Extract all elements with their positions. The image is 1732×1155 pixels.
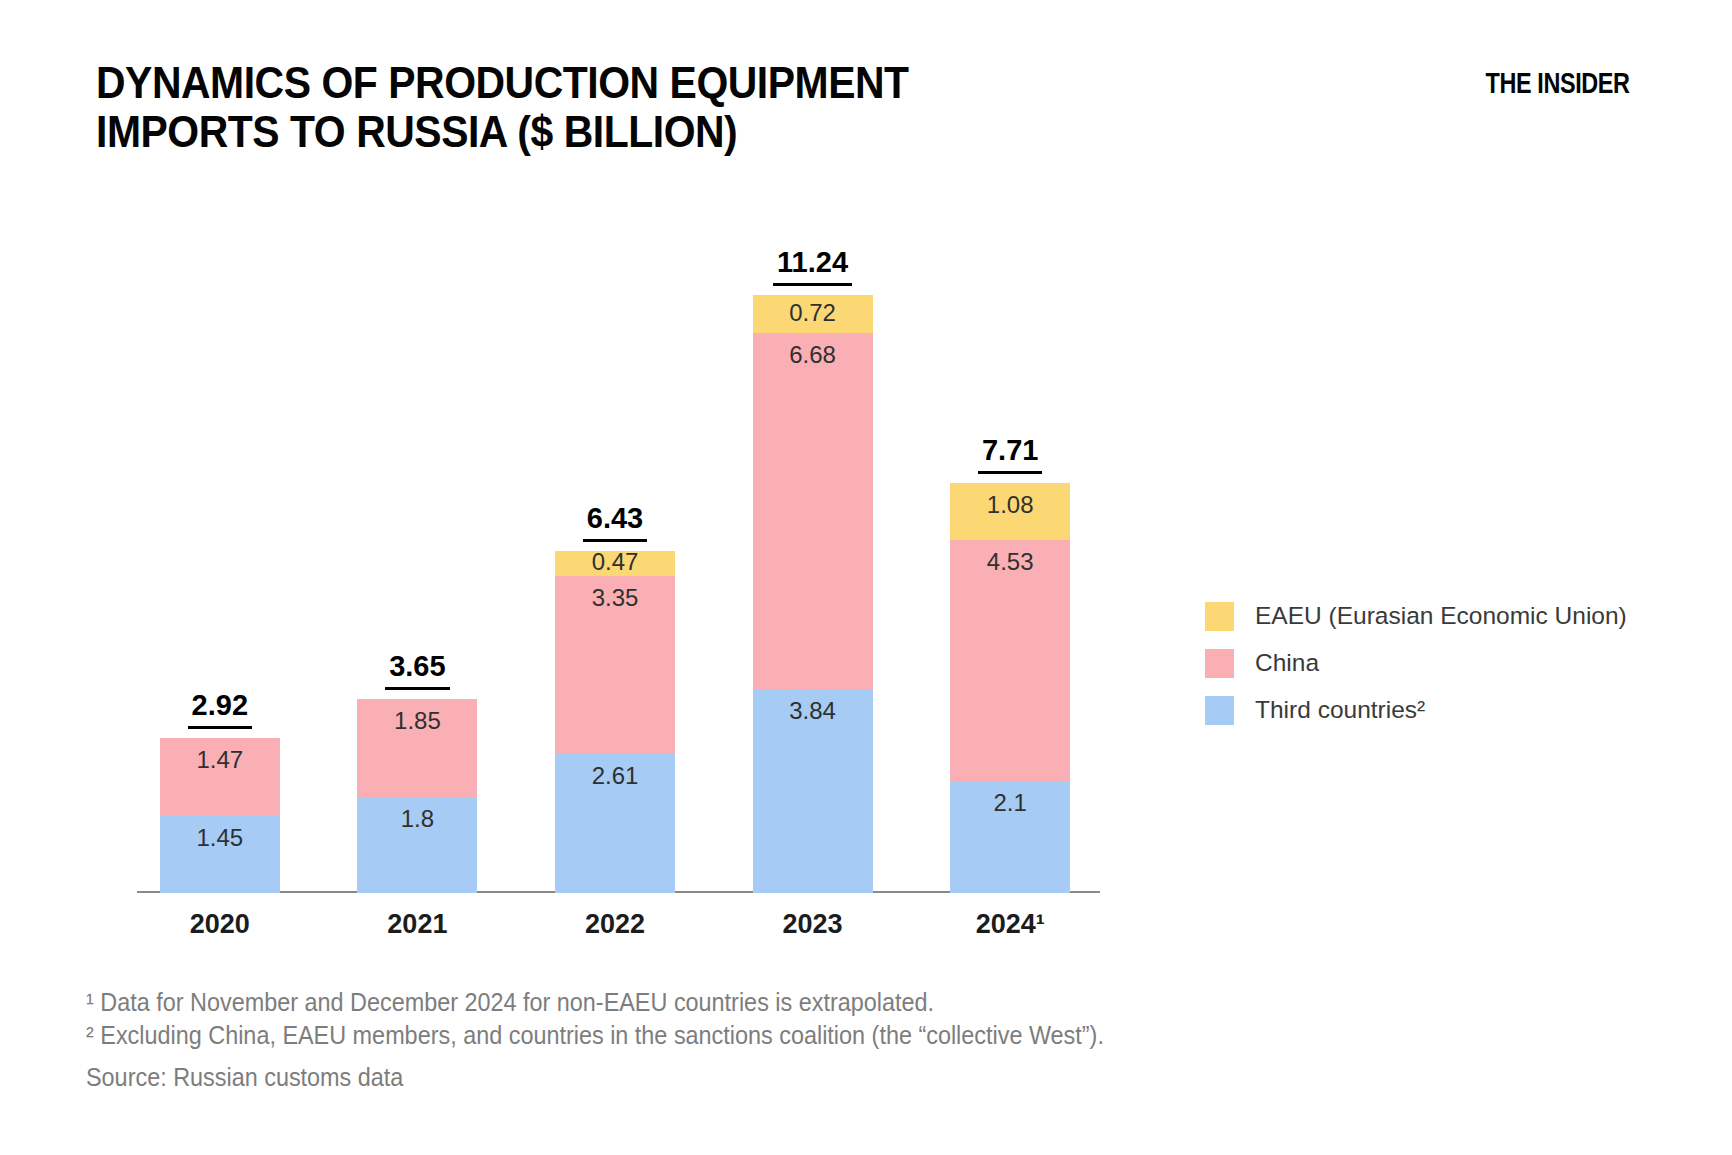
chart-legend: EAEU (Eurasian Economic Union) China Thi… <box>1205 601 1627 742</box>
legend-item-china: China <box>1205 648 1627 678</box>
segment-third-countries-2022: 2.61 <box>555 754 675 893</box>
segment-eaeu-2022: 0.47 <box>555 551 675 576</box>
legend-swatch-eaeu <box>1205 602 1234 631</box>
segment-value-label: 1.85 <box>357 707 477 735</box>
total-value: 2.92 <box>188 689 252 729</box>
legend-item-third-countries: Third countries² <box>1205 695 1627 725</box>
segment-china-2020: 1.47 <box>160 738 280 816</box>
segment-value-label: 6.68 <box>753 341 873 369</box>
bar-group-2022: 2.613.350.476.432022 <box>555 200 675 893</box>
legend-item-eaeu: EAEU (Eurasian Economic Union) <box>1205 601 1627 631</box>
total-label-2020: 2.92 <box>130 689 310 722</box>
footnote-2: ² Excluding China, EAEU members, and cou… <box>86 1019 1104 1052</box>
bar-group-2020: 1.451.472.922020 <box>160 200 280 893</box>
segment-value-label: 4.53 <box>950 548 1070 576</box>
stacked-bar-chart: 1.451.472.9220201.81.853.6520212.613.350… <box>121 200 1109 893</box>
total-label-2023: 11.24 <box>723 246 903 279</box>
x-axis-label-2021: 2021 <box>317 909 517 940</box>
total-value: 6.43 <box>583 502 647 542</box>
segment-value-label: 1.45 <box>160 824 280 852</box>
segment-value-label: 1.08 <box>950 491 1070 519</box>
bar-group-2023: 3.846.680.7211.242023 <box>753 200 873 893</box>
segment-third-countries-2020: 1.45 <box>160 816 280 893</box>
segment-china-2022: 3.35 <box>555 576 675 754</box>
total-value: 11.24 <box>773 246 852 286</box>
segment-value-label: 0.47 <box>555 548 675 576</box>
x-axis-label-2022: 2022 <box>515 909 715 940</box>
segment-value-label: 2.1 <box>950 789 1070 817</box>
x-axis-label-2023: 2023 <box>713 909 913 940</box>
the-insider-logo: THE INSIDER <box>1486 66 1630 100</box>
total-value: 3.65 <box>385 650 449 690</box>
footnote-1: ¹ Data for November and December 2024 fo… <box>86 986 1104 1019</box>
segment-value-label: 0.72 <box>753 299 873 327</box>
segment-third-countries-2021: 1.8 <box>357 797 477 893</box>
segment-china-2024: 4.53 <box>950 540 1070 781</box>
segment-third-countries-2023: 3.84 <box>753 689 873 893</box>
source-note: Source: Russian customs data <box>86 1061 1104 1094</box>
page-title-line1: DYNAMICS OF PRODUCTION EQUIPMENT <box>96 58 909 107</box>
x-axis-label-2024: 2024¹ <box>910 909 1110 940</box>
page-title-line2: IMPORTS TO RUSSIA ($ BILLION) <box>96 107 909 156</box>
segment-china-2023: 6.68 <box>753 333 873 688</box>
page-title: DYNAMICS OF PRODUCTION EQUIPMENT IMPORTS… <box>96 58 909 156</box>
segment-value-label: 1.47 <box>160 746 280 774</box>
segment-eaeu-2023: 0.72 <box>753 295 873 333</box>
segment-china-2021: 1.85 <box>357 699 477 797</box>
bar-group-2024: 2.14.531.087.712024¹ <box>950 200 1070 893</box>
legend-label-third-countries: Third countries² <box>1255 696 1425 724</box>
footnotes: ¹ Data for November and December 2024 fo… <box>86 986 1104 1094</box>
x-axis-label-2020: 2020 <box>120 909 320 940</box>
segment-value-label: 3.35 <box>555 584 675 612</box>
legend-swatch-china <box>1205 649 1234 678</box>
total-label-2021: 3.65 <box>327 650 507 683</box>
total-label-2024: 7.71 <box>920 434 1100 467</box>
legend-swatch-third-countries <box>1205 696 1234 725</box>
bar-group-2021: 1.81.853.652021 <box>357 200 477 893</box>
segment-value-label: 3.84 <box>753 697 873 725</box>
segment-value-label: 2.61 <box>555 762 675 790</box>
total-value: 7.71 <box>978 434 1042 474</box>
segment-third-countries-2024: 2.1 <box>950 781 1070 893</box>
segment-value-label: 1.8 <box>357 805 477 833</box>
legend-label-eaeu: EAEU (Eurasian Economic Union) <box>1255 602 1627 630</box>
legend-label-china: China <box>1255 649 1319 677</box>
total-label-2022: 6.43 <box>525 502 705 535</box>
segment-eaeu-2024: 1.08 <box>950 483 1070 540</box>
